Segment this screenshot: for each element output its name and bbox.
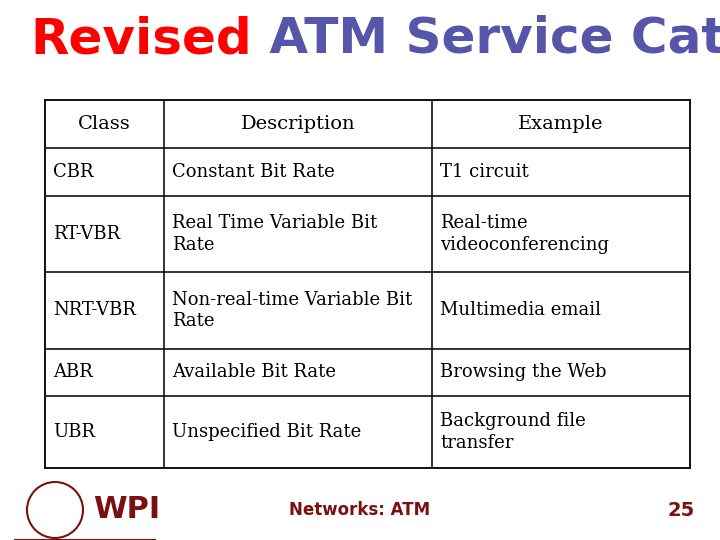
Text: Browsing the Web: Browsing the Web — [440, 363, 606, 381]
Text: Real Time Variable Bit
Rate: Real Time Variable Bit Rate — [172, 214, 377, 254]
Text: Non-real-time Variable Bit
Rate: Non-real-time Variable Bit Rate — [172, 291, 413, 330]
Text: Networks: ATM: Networks: ATM — [289, 501, 431, 519]
Text: Description: Description — [241, 115, 356, 133]
Bar — [45, 100, 690, 468]
Text: Real-time
videoconferencing: Real-time videoconferencing — [440, 214, 609, 254]
Text: Class: Class — [78, 115, 131, 133]
Text: UBR: UBR — [53, 423, 95, 441]
Text: ABR: ABR — [53, 363, 93, 381]
Text: T1 circuit: T1 circuit — [440, 163, 528, 181]
Text: WPI: WPI — [93, 496, 161, 524]
Text: CBR: CBR — [53, 163, 94, 181]
Text: ATM Service Categories: ATM Service Categories — [252, 15, 720, 63]
Text: Example: Example — [518, 115, 604, 133]
Text: Revised: Revised — [30, 15, 252, 63]
Text: Available Bit Rate: Available Bit Rate — [172, 363, 336, 381]
Text: Unspecified Bit Rate: Unspecified Bit Rate — [172, 423, 361, 441]
Text: 25: 25 — [667, 501, 695, 519]
Text: Constant Bit Rate: Constant Bit Rate — [172, 163, 335, 181]
Text: NRT-VBR: NRT-VBR — [53, 301, 136, 319]
Text: Background file
transfer: Background file transfer — [440, 413, 586, 452]
Text: Multimedia email: Multimedia email — [440, 301, 601, 319]
Text: RT-VBR: RT-VBR — [53, 225, 120, 243]
